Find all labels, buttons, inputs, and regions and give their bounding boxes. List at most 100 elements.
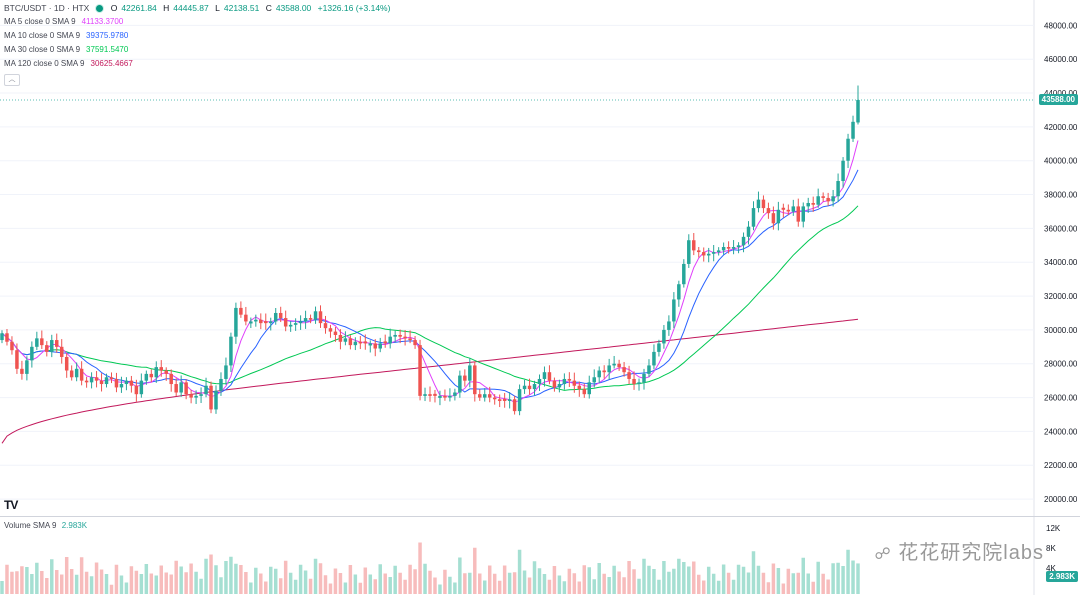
legend-collapse[interactable]: ︿ — [4, 72, 24, 86]
candle-body — [567, 378, 572, 381]
volume-bar — [99, 569, 104, 594]
candle-body — [293, 323, 298, 325]
candle-body — [478, 394, 482, 398]
volume-bar — [308, 578, 313, 594]
candle-body — [348, 338, 353, 346]
indicator-ma120[interactable]: MA 120 close 0 SMA 9 30625.4667 — [4, 57, 137, 71]
candle-body — [597, 370, 601, 378]
volume-bar — [428, 570, 432, 594]
volume-bar — [273, 568, 278, 594]
candle-body — [149, 373, 154, 378]
volume-tick-label: 4K — [1046, 564, 1056, 573]
volume-bar — [343, 582, 348, 594]
symbol-title[interactable]: BTC/USDT · 1D · HTX — [4, 3, 90, 13]
candle-body — [617, 363, 621, 368]
candle-body — [368, 343, 373, 346]
volume-bar — [856, 563, 860, 594]
y-tick-label: 42000.00 — [1044, 123, 1078, 132]
candle-body — [806, 203, 810, 207]
candle-body — [229, 336, 233, 366]
candle-body — [856, 100, 860, 123]
volume-bar — [841, 566, 845, 594]
indicator-ma5[interactable]: MA 5 close 0 SMA 9 41133.3700 — [4, 15, 127, 29]
candle-body — [453, 392, 457, 396]
high-label: H — [163, 3, 170, 13]
volume-bar — [323, 575, 328, 594]
volume-bar — [264, 581, 268, 594]
volume-bar — [612, 565, 616, 594]
volume-bar — [527, 577, 532, 594]
candle-body — [587, 382, 591, 395]
volume-bar — [89, 576, 94, 594]
y-tick-label: 24000.00 — [1044, 427, 1078, 436]
candle-body — [736, 245, 741, 248]
indicator-ma30[interactable]: MA 30 close 0 SMA 9 37591.5470 — [4, 43, 132, 57]
y-tick-label: 20000.00 — [1044, 495, 1078, 504]
candle-body — [423, 394, 427, 396]
volume-bar — [333, 568, 338, 594]
candle-body — [512, 399, 517, 412]
y-tick-label: 28000.00 — [1044, 360, 1078, 369]
volume-legend[interactable]: Volume SMA 9 2.983K — [4, 521, 87, 530]
watermark-text: 花花研究院labs — [898, 542, 1044, 564]
candle-body — [388, 336, 392, 344]
volume-bar — [692, 561, 696, 594]
volume-bar — [751, 551, 756, 594]
candle-body — [0, 333, 4, 341]
volume-bar — [288, 572, 293, 594]
volume-label: Volume SMA 9 — [4, 521, 57, 530]
candle-body — [159, 367, 163, 371]
volume-bar — [517, 549, 522, 594]
volume-bar — [602, 573, 606, 594]
candle-body — [179, 382, 183, 393]
candle-body — [353, 341, 358, 346]
candle-body — [726, 247, 731, 249]
volume-bar — [662, 561, 666, 594]
volume-bar — [0, 581, 4, 594]
candle-body — [716, 250, 721, 253]
candle-body — [134, 385, 139, 395]
volume-bar — [159, 565, 163, 594]
volume-bar — [298, 564, 303, 594]
candle-body — [607, 365, 611, 373]
volume-bar — [84, 571, 89, 594]
candle-body — [413, 340, 417, 346]
candle-body — [214, 390, 218, 410]
volume-bar — [502, 565, 507, 594]
indicator-ma10[interactable]: MA 10 close 0 SMA 9 39375.9780 — [4, 29, 132, 43]
volume-bar — [169, 574, 173, 594]
indicator-label: MA 5 close 0 SMA 9 — [4, 17, 76, 26]
volume-bar — [542, 574, 547, 594]
candle-body — [846, 138, 850, 161]
candle-body — [254, 319, 258, 322]
candle-body — [532, 384, 537, 390]
volume-bar — [328, 583, 333, 594]
chevron-up-icon[interactable]: ︿ — [4, 74, 20, 86]
close-label: C — [265, 3, 272, 13]
candle-body — [69, 370, 74, 378]
tradingview-logo[interactable]: TV — [4, 498, 18, 512]
volume-bar — [791, 573, 796, 594]
volume-bar — [637, 578, 641, 594]
volume-bar — [383, 573, 387, 594]
volume-bar — [781, 583, 786, 594]
candle-body — [721, 247, 726, 251]
candle-body — [199, 394, 203, 396]
volume-bar — [184, 572, 188, 594]
volume-bar — [766, 582, 771, 594]
volume-bar — [283, 560, 288, 594]
volume-bar — [711, 573, 716, 594]
candle-body — [706, 253, 711, 256]
volume-bar — [164, 572, 168, 594]
volume-bar — [592, 579, 596, 594]
candle-body — [224, 365, 228, 379]
candle-body — [204, 385, 208, 395]
volume-bar — [597, 563, 601, 594]
volume-bar — [587, 567, 591, 594]
indicator-value: 41133.3700 — [81, 17, 124, 26]
close-value: 43588.00 — [275, 3, 312, 13]
indicator-label: MA 10 close 0 SMA 9 — [4, 31, 81, 40]
market-status-icon — [95, 4, 105, 14]
